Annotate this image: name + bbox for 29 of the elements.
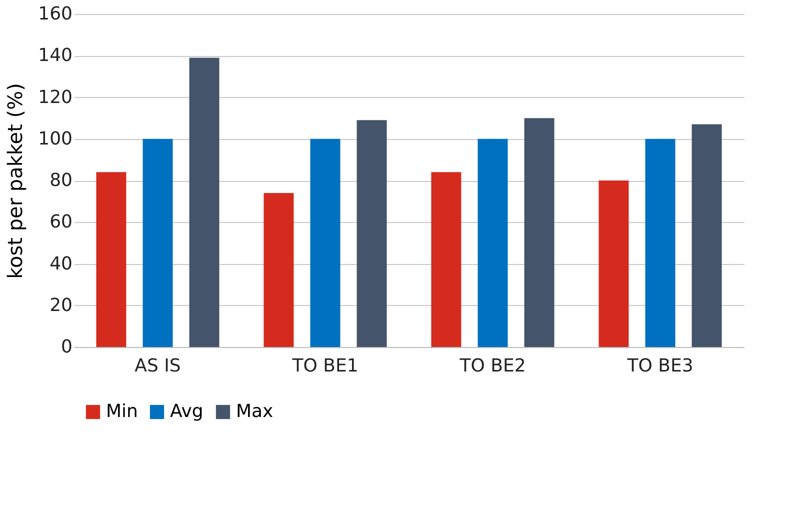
x-tick-label: TO BE1: [291, 356, 358, 376]
bar: [478, 138, 508, 347]
x-tick-label: TO BE2: [458, 356, 526, 376]
bar: [310, 138, 340, 347]
legend-label: Min: [106, 401, 138, 422]
x-tick-label: AS IS: [134, 356, 181, 376]
bar: [264, 192, 294, 347]
bar: [645, 138, 676, 347]
y-tick-label: 20: [50, 294, 72, 316]
legend-label: Max: [236, 401, 274, 422]
bar: [692, 124, 722, 347]
bar: [96, 172, 126, 347]
bar: [189, 58, 220, 347]
x-tick-label: TO BE3: [626, 356, 694, 376]
bar: [142, 138, 173, 347]
y-tick-label: 60: [50, 212, 72, 233]
y-axis-title: kost per pakket (%): [3, 83, 28, 279]
y-tick-label: 0: [61, 336, 72, 358]
bar: [524, 118, 554, 347]
y-tick-label: 120: [38, 86, 72, 108]
legend-label: Avg: [170, 401, 204, 422]
bar: [431, 172, 462, 347]
y-tick-label: 40: [50, 253, 72, 274]
bar: [356, 120, 387, 347]
bar: [598, 180, 629, 347]
y-tick-label: 80: [50, 170, 72, 191]
y-tick-label: 140: [38, 45, 72, 66]
y-tick-label: 100: [38, 128, 72, 150]
y-tick-label: 160: [38, 4, 72, 24]
